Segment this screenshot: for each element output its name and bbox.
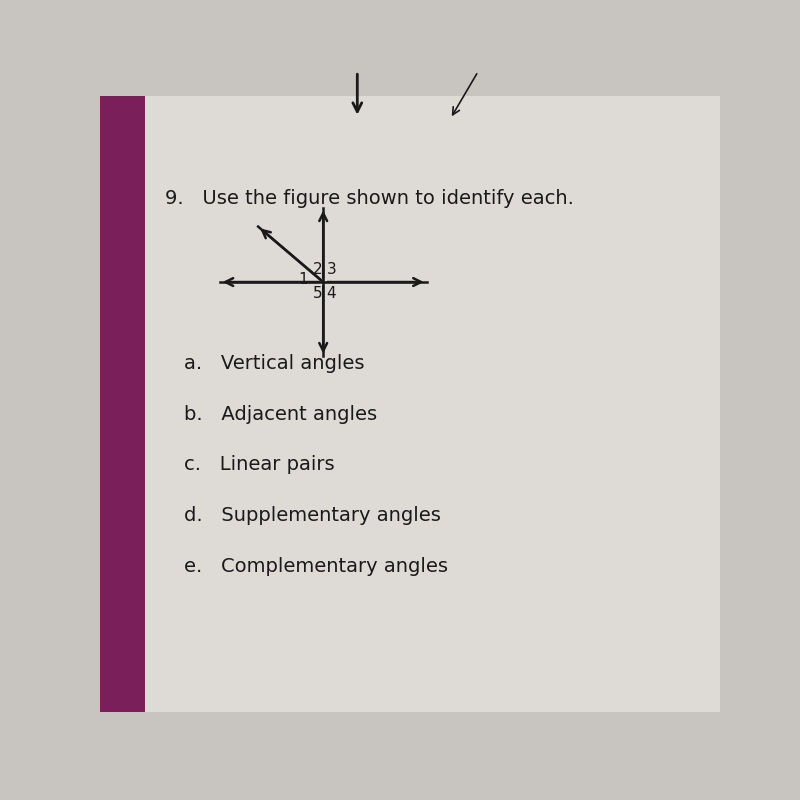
Text: 9.   Use the figure shown to identify each.: 9. Use the figure shown to identify each… [165,190,574,208]
FancyBboxPatch shape [100,96,145,712]
Text: d.   Supplementary angles: d. Supplementary angles [184,506,441,525]
Text: e.   Complementary angles: e. Complementary angles [184,557,448,575]
Text: 3: 3 [326,262,336,278]
Text: 2: 2 [313,262,322,278]
Text: a.   Vertical angles: a. Vertical angles [184,354,364,374]
Text: 1: 1 [298,272,308,287]
Text: c.   Linear pairs: c. Linear pairs [184,455,334,474]
Text: 4: 4 [326,286,336,301]
Text: 5: 5 [313,286,322,301]
Text: b.   Adjacent angles: b. Adjacent angles [184,405,377,424]
FancyBboxPatch shape [145,96,720,712]
